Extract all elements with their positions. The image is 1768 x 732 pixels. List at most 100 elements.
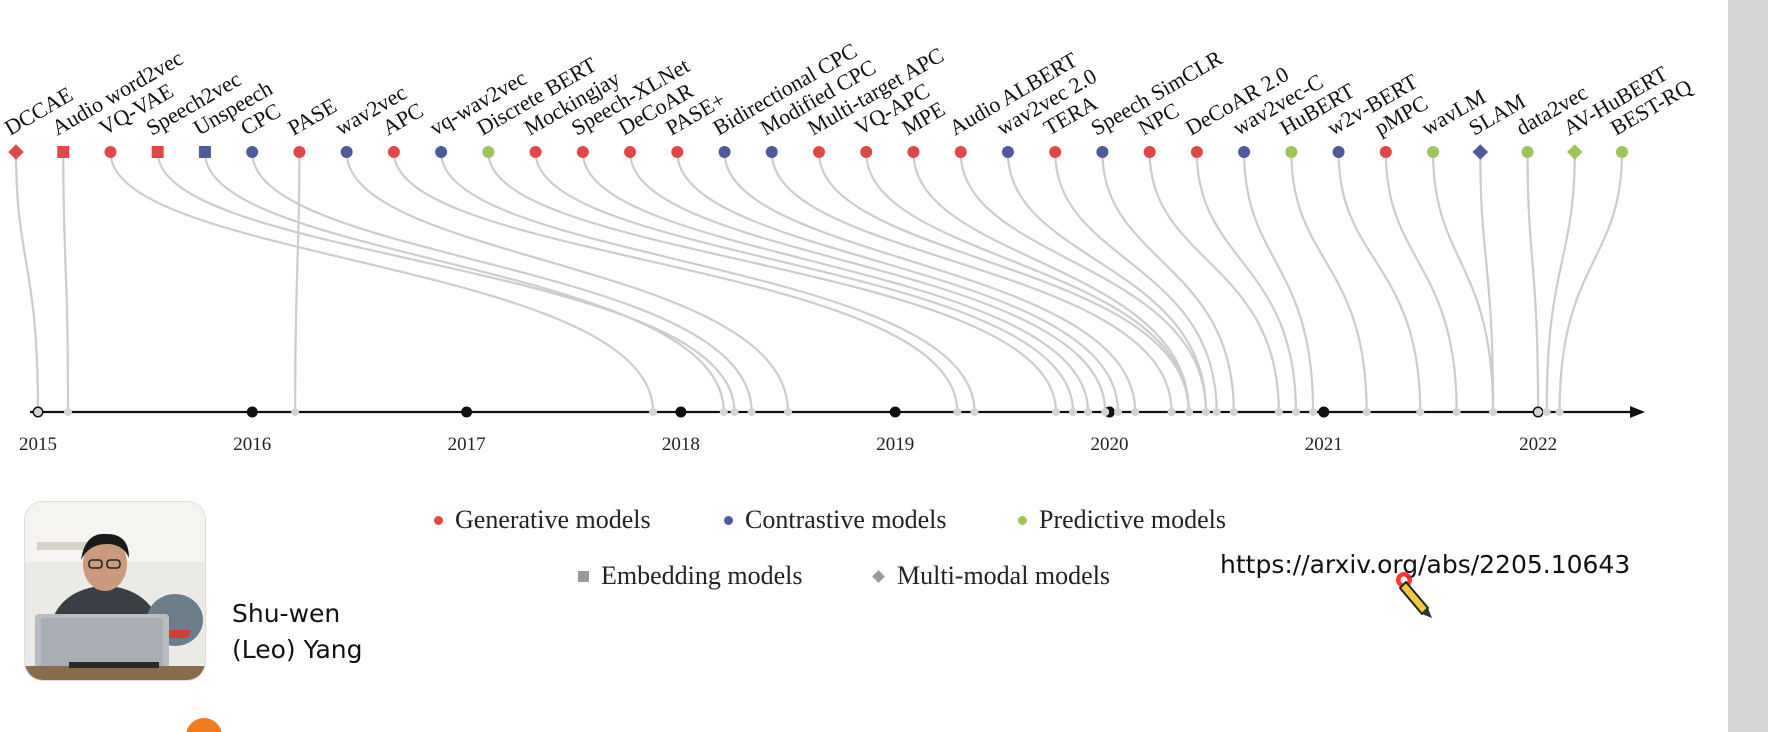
connector-curve <box>251 151 753 413</box>
model-marker <box>246 146 259 158</box>
connector-curve <box>1384 151 1458 413</box>
window-right-edge <box>1728 0 1768 732</box>
model-date-dot <box>1212 408 1221 416</box>
connector-curve <box>1558 151 1624 413</box>
connector-curve <box>109 151 655 413</box>
connector-curve <box>440 151 976 413</box>
model-marker <box>529 146 542 158</box>
model-date-dot <box>1184 408 1193 416</box>
model-date-dot <box>747 408 756 416</box>
model-date-dot <box>1309 408 1318 416</box>
year-tick <box>1318 406 1330 418</box>
presenter-name-line1: Shu-wen <box>232 599 341 628</box>
model-marker <box>1190 146 1203 158</box>
model-marker <box>1238 146 1251 158</box>
model-date-dot <box>1291 408 1300 416</box>
year-label: 2017 <box>448 434 486 455</box>
model-date-dot <box>1201 408 1210 416</box>
connector-curve <box>959 151 1208 413</box>
model-date-dot <box>730 408 739 416</box>
model-marker <box>718 146 731 158</box>
presenter-photo <box>25 502 205 680</box>
model-date-dot <box>649 408 658 416</box>
model-date-dot <box>1489 408 1498 416</box>
model-marker <box>1472 144 1489 160</box>
model-marker <box>1616 146 1628 158</box>
connector-curve <box>294 151 301 413</box>
model-marker <box>198 146 211 158</box>
connector-curve <box>1006 151 1208 413</box>
model-marker <box>482 146 495 158</box>
legend-generative: Generative models <box>434 505 651 535</box>
legend-predictive: Predictive models <box>1018 505 1226 535</box>
model-date-dot <box>1114 408 1123 416</box>
model-date-dot <box>291 408 300 416</box>
connector-curve <box>1479 151 1495 413</box>
model-marker <box>1049 146 1062 158</box>
legend-marker-multimodal <box>872 569 885 583</box>
model-marker <box>860 146 873 158</box>
model-date-dot <box>1555 408 1564 416</box>
model-marker <box>340 146 353 158</box>
model-date-dot <box>719 408 728 416</box>
model-marker <box>765 146 778 158</box>
paper-link[interactable]: https://arxiv.org/abs/2205.10643 <box>1220 550 1631 579</box>
connector-curve <box>1243 151 1315 413</box>
model-date-dot <box>784 408 793 416</box>
model-markers <box>8 144 1628 160</box>
model-marker <box>907 146 920 158</box>
model-marker <box>435 146 448 158</box>
connector-curve <box>1431 151 1495 413</box>
model-marker <box>1427 146 1440 158</box>
legend-multimodal: Multi-modal models <box>872 561 1110 591</box>
model-marker <box>624 146 637 158</box>
connector-curve <box>156 151 736 413</box>
model-marker <box>57 146 70 158</box>
legend-label-generative: Generative models <box>455 505 651 534</box>
orange-logo-fragment <box>186 718 222 732</box>
model-date-dot <box>1542 408 1551 416</box>
watermark-logo: ▚▞▚▞ ▟▙ <box>1370 26 1489 54</box>
year-label: 2020 <box>1091 434 1129 455</box>
connector-curve <box>1195 151 1298 413</box>
legend-label-embedding: Embedding models <box>601 561 803 590</box>
model-date-dot <box>1416 408 1425 416</box>
connector-curve <box>912 151 1190 413</box>
legend-label-contrastive: Contrastive models <box>745 505 947 534</box>
model-marker <box>387 146 400 158</box>
connector-curve <box>14 151 40 413</box>
legend-embedding: Embedding models <box>578 561 802 591</box>
model-marker <box>954 146 967 158</box>
pen-cursor-icon <box>1392 568 1440 628</box>
model-date-dot <box>1101 408 1110 416</box>
model-marker <box>1096 146 1109 158</box>
connector-curve <box>1148 151 1280 413</box>
connector-curve <box>1545 151 1576 413</box>
connector-curve <box>1054 151 1218 413</box>
model-date-dot <box>34 408 42 416</box>
legend-marker-predictive <box>1018 515 1027 525</box>
connector-curve <box>534 151 1075 413</box>
model-marker <box>104 146 117 158</box>
connector-curve <box>62 151 70 413</box>
year-label: 2018 <box>662 434 700 455</box>
model-date-dot <box>970 408 979 416</box>
connector-curve <box>723 151 1137 413</box>
connector-curve <box>628 151 1107 413</box>
connector-curve <box>1290 151 1368 413</box>
connector-curve <box>1526 151 1540 413</box>
year-label: 2019 <box>876 434 914 455</box>
model-marker <box>293 146 306 158</box>
connector-curve <box>817 151 1190 413</box>
model-date-dot <box>1274 408 1283 416</box>
model-marker <box>1285 146 1298 158</box>
model-marker <box>1332 146 1345 158</box>
model-marker <box>671 146 684 158</box>
legend-marker-embedding <box>578 570 589 582</box>
legend-contrastive: Contrastive models <box>724 505 946 535</box>
year-label: 2016 <box>233 434 271 455</box>
presenter-name: Shu-wen (Leo) Yang <box>232 596 362 668</box>
connector-curve <box>676 151 1120 413</box>
model-date-dot <box>1069 408 1078 416</box>
